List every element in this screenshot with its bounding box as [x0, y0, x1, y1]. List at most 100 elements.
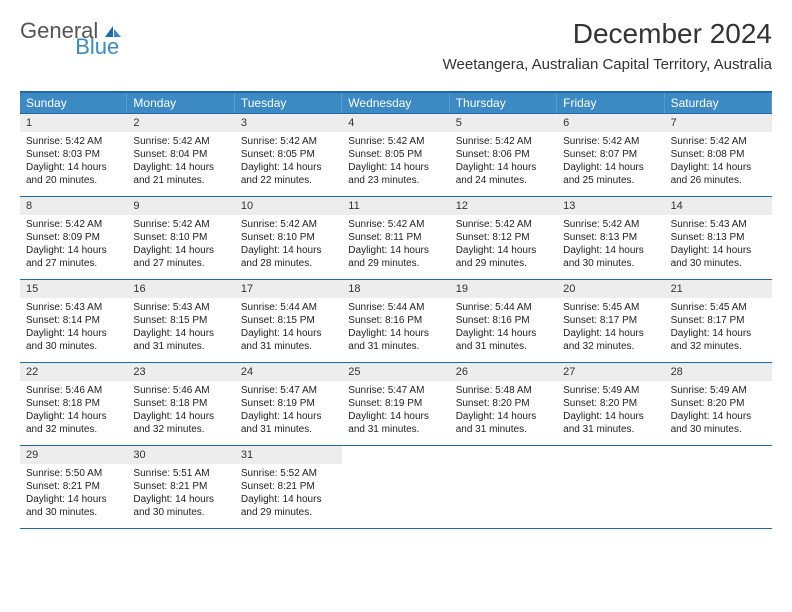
- calendar-cell: 28Sunrise: 5:49 AMSunset: 8:20 PMDayligh…: [665, 363, 772, 445]
- calendar-cell: 24Sunrise: 5:47 AMSunset: 8:19 PMDayligh…: [235, 363, 342, 445]
- daylight-line-1: Daylight: 14 hours: [456, 161, 551, 174]
- cell-body: Sunrise: 5:46 AMSunset: 8:18 PMDaylight:…: [20, 381, 127, 440]
- calendar-cell: [665, 446, 772, 528]
- sunset-line: Sunset: 8:18 PM: [26, 397, 121, 410]
- daylight-line-1: Daylight: 14 hours: [241, 327, 336, 340]
- calendar-cell: [342, 446, 449, 528]
- sunset-line: Sunset: 8:05 PM: [348, 148, 443, 161]
- sunset-line: Sunset: 8:20 PM: [456, 397, 551, 410]
- sunset-line: Sunset: 8:20 PM: [563, 397, 658, 410]
- sunrise-line: Sunrise: 5:45 AM: [563, 301, 658, 314]
- sunset-line: Sunset: 8:04 PM: [133, 148, 228, 161]
- calendar-cell: 14Sunrise: 5:43 AMSunset: 8:13 PMDayligh…: [665, 197, 772, 279]
- calendar-cell: [557, 446, 664, 528]
- day-number: 26: [450, 363, 557, 381]
- sunrise-line: Sunrise: 5:44 AM: [348, 301, 443, 314]
- day-number: 12: [450, 197, 557, 215]
- calendar-cell: 8Sunrise: 5:42 AMSunset: 8:09 PMDaylight…: [20, 197, 127, 279]
- sunset-line: Sunset: 8:18 PM: [133, 397, 228, 410]
- weeks-container: 1Sunrise: 5:42 AMSunset: 8:03 PMDaylight…: [20, 114, 772, 529]
- daylight-line-2: and 30 minutes.: [26, 340, 121, 353]
- sunset-line: Sunset: 8:16 PM: [348, 314, 443, 327]
- day-number: 14: [665, 197, 772, 215]
- sunset-line: Sunset: 8:09 PM: [26, 231, 121, 244]
- sunrise-line: Sunrise: 5:46 AM: [133, 384, 228, 397]
- cell-body: Sunrise: 5:49 AMSunset: 8:20 PMDaylight:…: [557, 381, 664, 440]
- calendar-cell: 23Sunrise: 5:46 AMSunset: 8:18 PMDayligh…: [127, 363, 234, 445]
- daylight-line-2: and 31 minutes.: [241, 340, 336, 353]
- calendar-cell: 12Sunrise: 5:42 AMSunset: 8:12 PMDayligh…: [450, 197, 557, 279]
- daylight-line-1: Daylight: 14 hours: [348, 327, 443, 340]
- daylight-line-2: and 31 minutes.: [348, 423, 443, 436]
- sunset-line: Sunset: 8:21 PM: [133, 480, 228, 493]
- cell-body: Sunrise: 5:42 AMSunset: 8:08 PMDaylight:…: [665, 132, 772, 191]
- daylight-line-1: Daylight: 14 hours: [671, 161, 766, 174]
- title-block: December 2024 Weetangera, Australian Cap…: [443, 18, 772, 73]
- day-number: 25: [342, 363, 449, 381]
- daylight-line-1: Daylight: 14 hours: [563, 244, 658, 257]
- daylight-line-2: and 32 minutes.: [133, 423, 228, 436]
- daylight-line-2: and 26 minutes.: [671, 174, 766, 187]
- sunset-line: Sunset: 8:05 PM: [241, 148, 336, 161]
- calendar-cell: 13Sunrise: 5:42 AMSunset: 8:13 PMDayligh…: [557, 197, 664, 279]
- daylight-line-1: Daylight: 14 hours: [26, 410, 121, 423]
- daylight-line-2: and 32 minutes.: [671, 340, 766, 353]
- daylight-line-1: Daylight: 14 hours: [133, 244, 228, 257]
- calendar-cell: 22Sunrise: 5:46 AMSunset: 8:18 PMDayligh…: [20, 363, 127, 445]
- calendar-cell: 1Sunrise: 5:42 AMSunset: 8:03 PMDaylight…: [20, 114, 127, 196]
- daylight-line-1: Daylight: 14 hours: [348, 244, 443, 257]
- cell-body: Sunrise: 5:52 AMSunset: 8:21 PMDaylight:…: [235, 464, 342, 523]
- calendar-cell: 16Sunrise: 5:43 AMSunset: 8:15 PMDayligh…: [127, 280, 234, 362]
- daylight-line-2: and 30 minutes.: [133, 506, 228, 519]
- day-number: 5: [450, 114, 557, 132]
- day-header: Thursday: [450, 93, 557, 113]
- sunset-line: Sunset: 8:13 PM: [671, 231, 766, 244]
- daylight-line-1: Daylight: 14 hours: [26, 161, 121, 174]
- cell-body: Sunrise: 5:43 AMSunset: 8:14 PMDaylight:…: [20, 298, 127, 357]
- calendar-cell: 9Sunrise: 5:42 AMSunset: 8:10 PMDaylight…: [127, 197, 234, 279]
- day-number: 1: [20, 114, 127, 132]
- day-number: 20: [557, 280, 664, 298]
- sunrise-line: Sunrise: 5:42 AM: [26, 218, 121, 231]
- day-number: 8: [20, 197, 127, 215]
- calendar: SundayMondayTuesdayWednesdayThursdayFrid…: [20, 91, 772, 529]
- cell-body: Sunrise: 5:44 AMSunset: 8:16 PMDaylight:…: [342, 298, 449, 357]
- sunrise-line: Sunrise: 5:42 AM: [133, 218, 228, 231]
- cell-body: Sunrise: 5:45 AMSunset: 8:17 PMDaylight:…: [557, 298, 664, 357]
- sunrise-line: Sunrise: 5:45 AM: [671, 301, 766, 314]
- day-number: 7: [665, 114, 772, 132]
- daylight-line-1: Daylight: 14 hours: [456, 410, 551, 423]
- sunrise-line: Sunrise: 5:42 AM: [456, 135, 551, 148]
- sunset-line: Sunset: 8:19 PM: [241, 397, 336, 410]
- calendar-cell: 21Sunrise: 5:45 AMSunset: 8:17 PMDayligh…: [665, 280, 772, 362]
- logo-text-blue: Blue: [75, 34, 119, 60]
- cell-body: Sunrise: 5:42 AMSunset: 8:03 PMDaylight:…: [20, 132, 127, 191]
- logo: General Blue: [20, 18, 171, 44]
- cell-body: Sunrise: 5:42 AMSunset: 8:10 PMDaylight:…: [127, 215, 234, 274]
- sunrise-line: Sunrise: 5:46 AM: [26, 384, 121, 397]
- daylight-line-1: Daylight: 14 hours: [456, 327, 551, 340]
- sunset-line: Sunset: 8:13 PM: [563, 231, 658, 244]
- day-number: 28: [665, 363, 772, 381]
- cell-body: Sunrise: 5:42 AMSunset: 8:09 PMDaylight:…: [20, 215, 127, 274]
- daylight-line-2: and 30 minutes.: [563, 257, 658, 270]
- day-number: 18: [342, 280, 449, 298]
- daylight-line-2: and 29 minutes.: [348, 257, 443, 270]
- day-number: 15: [20, 280, 127, 298]
- sunset-line: Sunset: 8:10 PM: [133, 231, 228, 244]
- daylight-line-1: Daylight: 14 hours: [133, 493, 228, 506]
- cell-body: Sunrise: 5:42 AMSunset: 8:05 PMDaylight:…: [235, 132, 342, 191]
- daylight-line-1: Daylight: 14 hours: [133, 327, 228, 340]
- daylight-line-1: Daylight: 14 hours: [133, 161, 228, 174]
- week-row: 8Sunrise: 5:42 AMSunset: 8:09 PMDaylight…: [20, 197, 772, 280]
- calendar-cell: 29Sunrise: 5:50 AMSunset: 8:21 PMDayligh…: [20, 446, 127, 528]
- daylight-line-1: Daylight: 14 hours: [563, 161, 658, 174]
- daylight-line-1: Daylight: 14 hours: [348, 161, 443, 174]
- sunset-line: Sunset: 8:12 PM: [456, 231, 551, 244]
- cell-body: Sunrise: 5:47 AMSunset: 8:19 PMDaylight:…: [235, 381, 342, 440]
- calendar-cell: 19Sunrise: 5:44 AMSunset: 8:16 PMDayligh…: [450, 280, 557, 362]
- sunrise-line: Sunrise: 5:42 AM: [671, 135, 766, 148]
- sunrise-line: Sunrise: 5:42 AM: [563, 135, 658, 148]
- sunset-line: Sunset: 8:11 PM: [348, 231, 443, 244]
- sunrise-line: Sunrise: 5:42 AM: [456, 218, 551, 231]
